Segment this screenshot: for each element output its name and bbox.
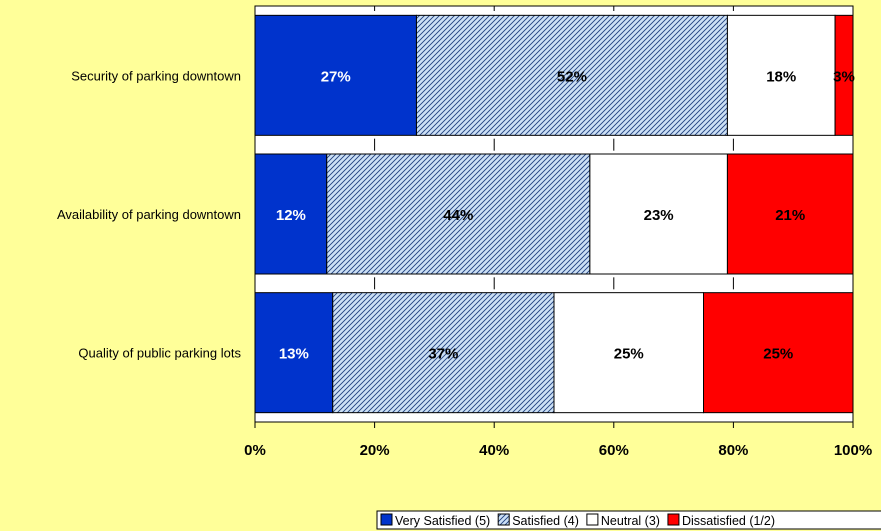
category-label: Availability of parking downtown — [57, 207, 241, 222]
legend-swatch — [497, 513, 510, 526]
data-label: 37% — [428, 346, 458, 363]
x-tick-label: 0% — [244, 442, 266, 459]
bar-segment — [415, 14, 728, 136]
data-label: 21% — [775, 207, 805, 224]
x-tick-label: 60% — [599, 442, 629, 459]
bar-segment — [254, 292, 334, 414]
data-label: 13% — [279, 346, 309, 363]
legend: Very Satisfied (5) Satisfied (4) Neutral (… — [376, 510, 881, 530]
x-tick-label: 100% — [834, 442, 872, 459]
legend-label: Very Satisfied (5) — [395, 514, 490, 528]
legend-swatch — [380, 513, 393, 526]
bar-segment — [726, 14, 836, 136]
x-tick-label: 40% — [479, 442, 509, 459]
bar-segment — [726, 153, 854, 275]
bar-segment — [834, 14, 854, 136]
data-label: 23% — [644, 207, 674, 224]
bars-layer: 27% 52% 18% 3% 12% 44% 23% 21% 13% 37% 25% 25% — [254, 14, 855, 414]
legend-swatch — [586, 513, 599, 526]
legend-label: Dissatisfied (1/2) — [682, 514, 775, 528]
data-label: 12% — [276, 207, 306, 224]
bar-segment — [589, 153, 728, 275]
data-label: 25% — [614, 346, 644, 363]
data-label: 3% — [833, 68, 855, 85]
legend-swatch — [667, 513, 680, 526]
bar-segment — [703, 292, 854, 414]
data-label: 44% — [443, 207, 473, 224]
legend-label: Satisfied (4) — [512, 514, 579, 528]
bar-segment — [254, 14, 417, 136]
bar-segment — [326, 153, 591, 275]
legend-label: Neutral (3) — [601, 514, 660, 528]
x-axis: 0% 20% 40% 60% 80% 100% — [244, 6, 872, 459]
data-label: 25% — [763, 346, 793, 363]
category-label: Quality of public parking lots — [78, 346, 241, 361]
category-label: Security of parking downtown — [71, 68, 241, 83]
data-label: 52% — [557, 68, 587, 85]
data-label: 27% — [321, 68, 351, 85]
bar-segment — [254, 153, 328, 275]
bar-segment — [332, 292, 555, 414]
data-label: 18% — [766, 68, 796, 85]
bar-segment — [553, 292, 704, 414]
x-tick-label: 80% — [718, 442, 748, 459]
y-axis-labels: Security of parking downtown Availability… — [57, 68, 242, 360]
x-tick-label: 20% — [360, 442, 390, 459]
